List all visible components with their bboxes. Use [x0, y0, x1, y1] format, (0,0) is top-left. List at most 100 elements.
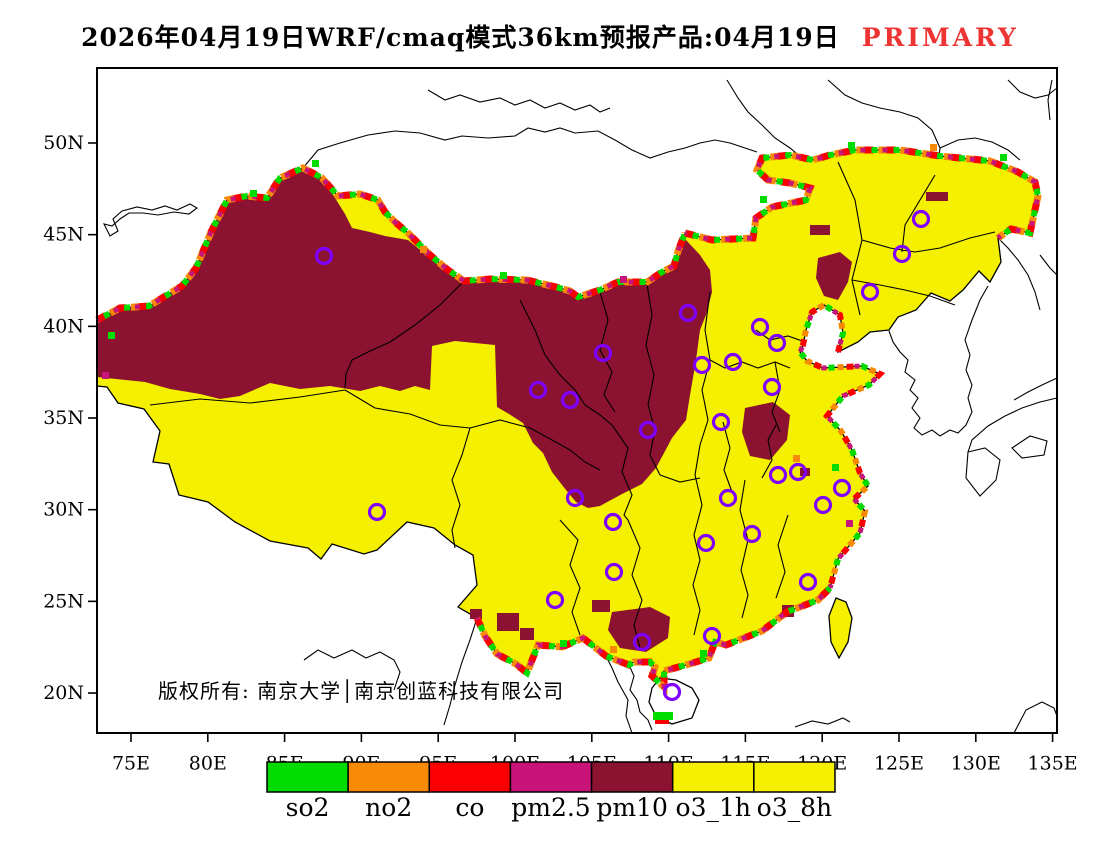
lon-tick-label: 130E [951, 753, 1001, 775]
city-marker [593, 343, 613, 363]
speckle-fringe [474, 585, 833, 694]
transition-cell [1000, 154, 1007, 161]
city-marker [560, 390, 580, 410]
pm10-patches [470, 192, 948, 652]
sakhalin-coast [1007, 79, 1058, 121]
mongolia-russia-border [302, 127, 758, 169]
city-marker [662, 682, 682, 702]
legend-label-pm10: pm10 [596, 793, 668, 822]
transition-cell [832, 464, 839, 471]
primorye-coast [997, 237, 1058, 311]
copyright-text: 版权所有: 南京大学│南京创蓝科技有限公司 [158, 679, 564, 703]
city-marker [367, 502, 387, 522]
city-marker [711, 412, 731, 432]
city-marker [565, 488, 585, 508]
legend-label-pm2.5: pm2.5 [511, 793, 590, 822]
speckle-fringe [95, 165, 688, 323]
speckle-fringe [796, 301, 886, 589]
city-marker [767, 333, 787, 353]
city-marker [832, 478, 852, 498]
page-title: 2026年04月19日WRF/cmaq模式36km预报产品:04月19日 PRIM… [0, 18, 1100, 54]
city-marker [692, 355, 712, 375]
province-borders [149, 161, 996, 649]
primary-badge: PRIMARY [861, 23, 1019, 52]
transition-cell [793, 455, 800, 462]
lat-tick-label: 50N [43, 132, 84, 154]
city-marker [718, 488, 738, 508]
transition-cell [500, 272, 507, 279]
transition-cell [700, 650, 707, 657]
city-marker [603, 512, 623, 532]
lon-tick-label: 80E [189, 753, 227, 775]
transition-cell [560, 640, 567, 647]
speckle-fringe [95, 164, 688, 323]
city-marker [788, 462, 808, 482]
lat-tick-label: 20N [43, 682, 84, 704]
pollutant-legend: so2 no2 co pm2.5 pm10 o3_1h o3_8h [266, 761, 836, 822]
myanmar-india-borders [303, 617, 478, 726]
japan-kyushu-outline [965, 447, 1001, 497]
argun-river [726, 79, 813, 163]
legend-label-so2: so2 [286, 793, 330, 822]
luzon-arc [794, 701, 1058, 734]
city-marker [314, 246, 334, 266]
lat-tick-label: 30N [43, 499, 84, 521]
transition-cell [760, 196, 767, 203]
city-marker [604, 562, 624, 582]
legend-swatch-no2 [347, 761, 431, 793]
hainan-south-cells [653, 712, 673, 724]
legend-label-o3_8h: o3_8h [757, 793, 832, 822]
legend-label-no2: no2 [365, 793, 412, 822]
transition-cell [312, 160, 319, 167]
transition-cell [620, 276, 627, 283]
city-marker [860, 282, 880, 302]
city-marker [632, 632, 652, 652]
transition-cell [610, 646, 617, 653]
city-marker [768, 465, 788, 485]
map-frame [96, 67, 1058, 734]
lon-tick-label: 125E [874, 753, 924, 775]
pm10-region [97, 168, 712, 508]
transition-cell [250, 190, 257, 197]
city-marker [678, 303, 698, 323]
city-marker [528, 380, 548, 400]
legend-swatch-pm2.5 [509, 761, 593, 793]
lon-tick-label: 75E [112, 753, 150, 775]
vietnam-coast [605, 655, 653, 734]
latitude-axis: 50N 45N 40N 35N 30N 25N 20N [43, 132, 97, 704]
city-marker [742, 524, 762, 544]
taiwan-island [828, 597, 853, 660]
japan-shikoku-outline [1011, 435, 1048, 459]
transition-cell [930, 144, 937, 151]
speckle-fringe [684, 146, 1042, 244]
lat-tick-label: 25N [43, 590, 84, 612]
lat-tick-label: 35N [43, 407, 84, 429]
amur-river-branch [939, 137, 1021, 161]
city-marker [545, 590, 565, 610]
legend-swatch-o3_1h [671, 761, 755, 793]
russia-border-north [427, 89, 611, 113]
lat-tick-label: 45N [43, 224, 84, 246]
city-marker [798, 572, 818, 592]
transition-cell [108, 332, 115, 339]
transition-cell [846, 520, 853, 527]
city-marker [750, 317, 770, 337]
lon-tick-label: 135E [1028, 753, 1078, 775]
city-marker [702, 626, 722, 646]
city-marker [696, 533, 716, 553]
transition-cell [102, 372, 109, 379]
japan-honshu-outline [967, 377, 1058, 453]
border-speckle-cells [95, 142, 1042, 695]
legend-swatch-pm10 [590, 761, 674, 793]
lat-tick-label: 40N [43, 315, 84, 337]
legend-label-o3_1h: o3_1h [676, 793, 751, 822]
city-markers [314, 209, 931, 702]
transition-cell [420, 246, 427, 253]
title-text: 2026年04月19日WRF/cmaq模式36km预报产品:04月19日 [81, 23, 840, 52]
city-marker [723, 352, 743, 372]
speckle-fringe [684, 146, 1042, 244]
legend-swatch-co [428, 761, 512, 793]
neighbor-country-outlines [102, 79, 1058, 734]
